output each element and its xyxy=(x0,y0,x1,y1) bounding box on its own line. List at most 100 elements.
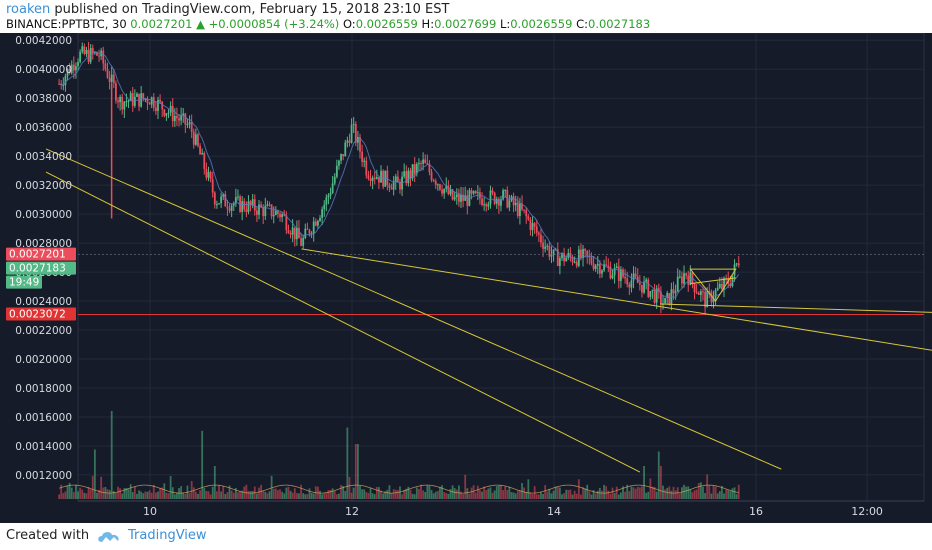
candle-body xyxy=(457,194,460,202)
volume-bar xyxy=(626,484,629,499)
chart-pane[interactable]: 0.0042000 0.0040000 0.0038000 0.0036000 0.00… xyxy=(0,32,932,523)
candle-body xyxy=(577,249,580,266)
volume-bar xyxy=(466,488,469,499)
volume-bar xyxy=(203,487,206,499)
volume-bar xyxy=(659,466,662,499)
volume-bar xyxy=(617,494,620,499)
candle-body xyxy=(207,172,210,178)
candle-body xyxy=(203,152,206,169)
candle-body xyxy=(504,189,507,191)
candle-body xyxy=(582,249,584,259)
y-tick-label: 0.0028000 xyxy=(15,238,72,250)
candle-body xyxy=(176,116,178,119)
volume-bar xyxy=(548,488,551,499)
volume-bar xyxy=(150,492,153,499)
volume-bar xyxy=(620,492,622,499)
ticker-bar: BINANCE:PPTBTC, 30 0.0027201 ▲ +0.000085… xyxy=(6,17,650,31)
volume-bar xyxy=(352,487,355,499)
candle-body xyxy=(354,123,357,143)
candle-body xyxy=(249,201,252,206)
volume-bar xyxy=(693,490,696,499)
volume-bar xyxy=(636,486,639,499)
volume-bar xyxy=(359,485,361,499)
candle-body xyxy=(218,203,220,205)
volume-bar xyxy=(245,484,248,499)
candle-body xyxy=(643,281,645,293)
candle-body xyxy=(163,109,166,116)
volume-bar xyxy=(329,489,332,499)
triangle-pattern[interactable] xyxy=(689,268,737,302)
volume-bar xyxy=(725,489,728,499)
created-with-text: Created with xyxy=(6,528,90,543)
volume-bar xyxy=(691,492,694,499)
volume-bar xyxy=(403,489,406,499)
volume-bar xyxy=(552,490,555,499)
volume-bar xyxy=(664,489,666,499)
candle-body xyxy=(659,291,662,305)
volume-bar xyxy=(674,490,677,499)
volume-bar xyxy=(188,493,191,499)
candle-body xyxy=(575,261,578,266)
volume-bar xyxy=(354,444,357,499)
volume-bar xyxy=(321,494,324,499)
candle-body xyxy=(460,194,462,202)
candle-body xyxy=(634,273,637,277)
x-tick-label: 12:00 xyxy=(851,505,883,518)
tradingview-link[interactable]: TradingView xyxy=(128,528,207,543)
candle-body xyxy=(270,204,273,217)
volume-bar xyxy=(407,486,410,499)
volume-bar xyxy=(274,488,277,499)
candle-body xyxy=(626,278,629,285)
volume-bar xyxy=(424,491,427,499)
trendline[interactable] xyxy=(45,148,782,470)
volume-bar xyxy=(584,488,587,499)
candle-body xyxy=(237,196,239,198)
candle-body xyxy=(72,64,75,71)
candle-body xyxy=(508,200,511,208)
candle-body xyxy=(611,275,614,279)
volume-bar xyxy=(268,491,271,499)
candle-body xyxy=(369,178,372,181)
volume-bar xyxy=(737,484,740,499)
price-label-box xyxy=(6,307,76,321)
candle-body xyxy=(293,227,296,240)
trendline[interactable] xyxy=(690,277,736,285)
volume-bar xyxy=(346,427,349,499)
volume-bar xyxy=(182,492,185,499)
volume-bar xyxy=(85,493,88,499)
volume-bar xyxy=(125,488,128,499)
candle-body xyxy=(75,66,77,71)
candle-body xyxy=(735,263,738,265)
candle-body xyxy=(152,97,155,108)
volume-bar xyxy=(279,489,281,499)
volume-bar xyxy=(582,487,584,499)
trendline[interactable] xyxy=(45,171,641,473)
volume-bar xyxy=(418,488,420,499)
candle-body xyxy=(363,160,366,162)
volume-bar xyxy=(255,493,258,499)
volume-bar xyxy=(613,492,616,499)
tradingview-cloud-icon[interactable] xyxy=(96,529,124,545)
candle-body xyxy=(424,159,427,164)
volume-bar xyxy=(232,492,235,499)
volume-bar xyxy=(533,486,536,499)
volume-bar xyxy=(662,485,664,499)
candle-body xyxy=(371,177,374,181)
candle-body xyxy=(497,198,500,206)
candle-body xyxy=(691,272,694,283)
volume-bar xyxy=(222,485,225,499)
candle-body xyxy=(485,204,488,207)
volume-bar xyxy=(140,491,143,499)
trendline[interactable] xyxy=(301,248,932,397)
volume-bar xyxy=(58,494,60,499)
volume-bar xyxy=(197,493,199,499)
volume-bar xyxy=(647,491,650,499)
candle-body xyxy=(312,221,315,234)
volume-bar xyxy=(609,493,612,499)
candlestick-chart[interactable]: 0.0042000 0.0040000 0.0038000 0.0036000 0.00… xyxy=(0,32,932,523)
author-link[interactable]: roaken xyxy=(6,2,51,17)
trendline[interactable] xyxy=(660,303,932,321)
price-label-box xyxy=(6,247,76,261)
volume-bar xyxy=(569,489,572,499)
candle-body xyxy=(516,202,519,217)
